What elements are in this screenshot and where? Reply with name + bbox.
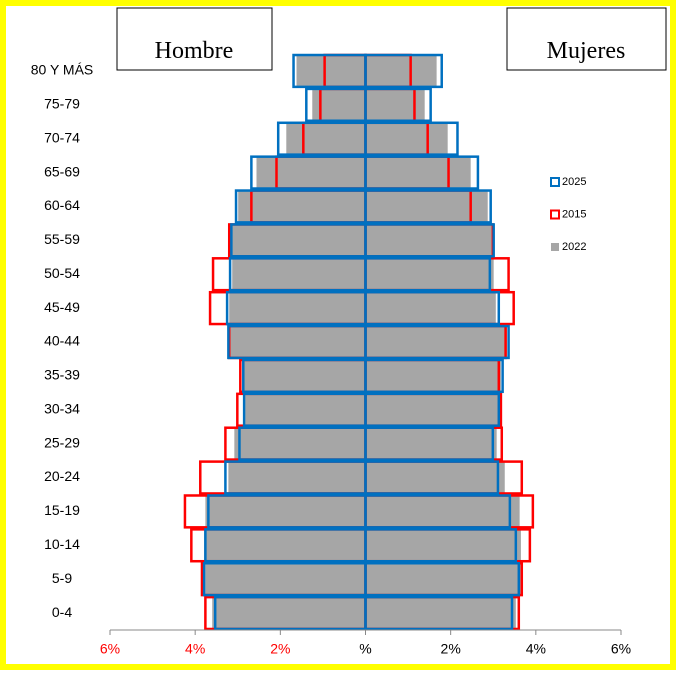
bar (286, 122, 366, 155)
bar (365, 122, 448, 155)
left-label-box (116, 7, 273, 71)
y-tick-label: 25-29 (44, 434, 80, 450)
y-tick-label: 65-69 (44, 163, 80, 179)
bar (205, 495, 366, 528)
bar (365, 393, 498, 426)
y-tick-label: 0-4 (52, 604, 72, 620)
legend-label: 2015 (562, 208, 586, 220)
x-tick-label: % (359, 641, 371, 657)
x-tick-label: 4% (185, 641, 205, 657)
bar (365, 88, 425, 121)
legend-label: 2022 (562, 241, 586, 253)
bar (365, 190, 488, 223)
bar (245, 393, 366, 426)
y-tick-label: 70-74 (44, 129, 80, 145)
right-label-box (506, 7, 667, 71)
legend-swatch (551, 243, 559, 251)
bar (365, 326, 507, 358)
bar (365, 224, 494, 257)
legend-label: 2025 (562, 176, 586, 188)
x-tick-label: 2% (270, 641, 290, 657)
bar (365, 427, 497, 460)
y-tick-label: 35-39 (44, 367, 80, 383)
bar (229, 292, 366, 325)
legend-swatch (550, 177, 560, 187)
y-tick-label: 5-9 (52, 570, 72, 586)
bar (204, 529, 366, 562)
x-tick-label: 6% (100, 641, 120, 657)
x-tick-label: 2% (441, 641, 461, 657)
x-tick-label: 4% (526, 641, 546, 657)
bar (238, 190, 366, 223)
bar (365, 292, 496, 325)
y-tick-label: 50-54 (44, 265, 80, 281)
y-tick-label: 75-79 (44, 96, 80, 112)
bar (230, 326, 366, 358)
x-tick-label: 6% (611, 641, 631, 657)
y-tick-label: 20-24 (44, 468, 80, 484)
bar (228, 461, 366, 494)
bar (244, 359, 366, 392)
bar (365, 597, 516, 629)
y-tick-label: 45-49 (44, 299, 80, 315)
y-tick-label: 15-19 (44, 502, 80, 518)
y-tick-label: 60-64 (44, 197, 80, 213)
y-tick-label: 55-59 (44, 231, 80, 247)
bar (232, 258, 366, 291)
bar (234, 427, 366, 460)
bar (365, 55, 437, 87)
bar (232, 224, 366, 257)
bar (256, 156, 366, 189)
y-tick-label: 80 Y MÁS (31, 62, 94, 78)
bar (205, 563, 366, 596)
y-tick-label: 10-14 (44, 536, 80, 552)
legend-swatch (550, 209, 560, 220)
bar (365, 495, 520, 528)
right-label: Mujeres (547, 38, 626, 64)
bar (365, 461, 505, 494)
bar (365, 156, 471, 189)
bar (365, 359, 501, 392)
left-label: Hombre (155, 38, 234, 64)
bar (365, 563, 521, 596)
bar (365, 529, 521, 562)
y-tick-label: 40-44 (44, 333, 80, 349)
bar (296, 55, 366, 87)
bar (365, 258, 494, 291)
bar (212, 597, 366, 629)
y-tick-label: 30-34 (44, 400, 80, 416)
